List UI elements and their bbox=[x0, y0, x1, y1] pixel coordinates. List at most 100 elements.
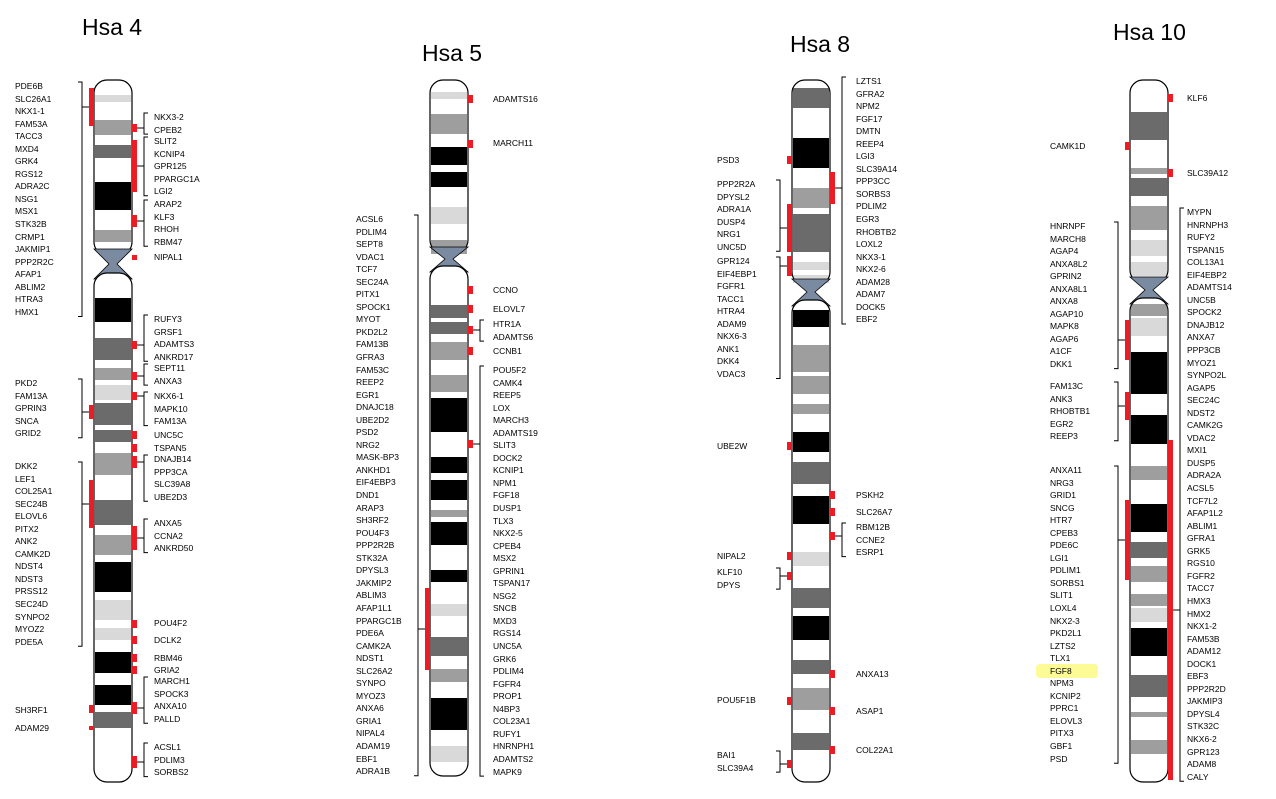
gene-label: PDLIM3 bbox=[154, 754, 185, 765]
gene-label: MXI1 bbox=[1187, 445, 1207, 456]
gene-label: LOXL2 bbox=[856, 239, 883, 250]
hsa10-band bbox=[1131, 415, 1167, 444]
gene-label: ADAMTS14 bbox=[1187, 282, 1232, 293]
hsa4-band bbox=[95, 145, 131, 158]
gene-label: RBM12B bbox=[856, 522, 891, 532]
hsa5-gene-group: ACSL6 PDLIM4 SEPT8 VDAC1 TCF7 SEC24A PITX1 SPOC… bbox=[356, 213, 402, 778]
hsa4-band bbox=[95, 298, 131, 322]
hsa10-bracket bbox=[1114, 221, 1119, 370]
gene-label: SEPT11 bbox=[154, 363, 186, 373]
hsa4-band bbox=[95, 430, 131, 442]
gene-label: ANKRD17 bbox=[154, 351, 194, 362]
hsa5-band bbox=[431, 669, 467, 682]
gene-label: JAKMIP2 bbox=[356, 577, 392, 588]
gene-label: MASK-BP3 bbox=[356, 452, 399, 463]
gene-label: PPP2R2D bbox=[1187, 683, 1226, 694]
gene-label: TACC7 bbox=[1187, 583, 1215, 594]
gene-label: RUFY1 bbox=[493, 728, 521, 739]
gene-label: ANXA8L1 bbox=[1050, 283, 1088, 294]
gene-label: STK32A bbox=[356, 552, 388, 563]
hsa4-locus-marker bbox=[132, 124, 137, 132]
hsa4-bracket bbox=[143, 112, 148, 135]
gene-label: NKX2-6 bbox=[856, 264, 886, 275]
hsa10-locus-marker bbox=[1168, 94, 1173, 102]
hsa8-bracket bbox=[841, 76, 846, 325]
hsa4-locus-marker bbox=[132, 140, 137, 192]
hsa4-bracket bbox=[143, 199, 148, 247]
gene-label: CCNB1 bbox=[493, 346, 522, 356]
gene-label: UNC5A bbox=[493, 641, 522, 652]
hsa4-bracket bbox=[78, 81, 83, 317]
gene-label: PDE5A bbox=[15, 636, 43, 647]
gene-label: MYOT bbox=[356, 314, 381, 325]
gene-label: PPP2R2B bbox=[356, 540, 395, 551]
gene-label: AFAP1 bbox=[15, 269, 42, 280]
hsa4-bracket bbox=[143, 363, 148, 386]
hsa4-band bbox=[95, 338, 131, 360]
hsa4-locus-marker bbox=[132, 372, 137, 380]
hsa5-band bbox=[431, 746, 467, 762]
hsa10-band bbox=[1131, 206, 1167, 230]
gene-label: GPRIN1 bbox=[493, 565, 525, 576]
hsa8-gene-group: ANXA13 bbox=[856, 668, 889, 681]
gene-label: FAM13C bbox=[1050, 381, 1084, 391]
gene-label: CCNE2 bbox=[856, 534, 885, 545]
hsa5-centromere bbox=[428, 246, 470, 273]
hsa4-band bbox=[95, 685, 131, 705]
hsa8-locus-marker bbox=[830, 532, 835, 540]
gene-label: EBF2 bbox=[856, 314, 878, 325]
gene-label: DKK4 bbox=[717, 356, 740, 367]
gene-label: DPYSL2 bbox=[717, 191, 750, 202]
gene-label: SPOCK1 bbox=[356, 301, 391, 312]
gene-label: ADAMTS16 bbox=[493, 94, 538, 104]
hsa5-bracket bbox=[414, 214, 419, 777]
hsa4-band bbox=[95, 368, 131, 380]
hsa10-locus-marker bbox=[1125, 500, 1130, 580]
gene-label: A1CF bbox=[1050, 346, 1072, 357]
hsa4-gene-group: ADAM29 bbox=[15, 722, 49, 735]
gene-label: EGR3 bbox=[856, 214, 880, 225]
hsa8-gene-group: KLF10 DPYS bbox=[717, 566, 742, 591]
gene-label: PALLD bbox=[154, 713, 181, 724]
gene-label: ANKRD50 bbox=[154, 543, 194, 554]
hsa10-gene-group: MYPN HNRNPH3 RUFY2 TSPAN15 COL13A1 EIF4EBP2 AD… bbox=[1187, 206, 1232, 783]
gene-label: ADAM29 bbox=[15, 723, 50, 733]
gene-label: PPP3CB bbox=[1187, 345, 1221, 356]
gene-label: RHOH bbox=[154, 224, 180, 235]
gene-label: NKX3-2 bbox=[154, 112, 184, 122]
hsa10-locus-marker bbox=[1168, 440, 1173, 780]
gene-label: CAMK2D bbox=[15, 548, 51, 559]
hsa4-gene-group: GRIA2 bbox=[154, 664, 180, 677]
gene-label: CPEB3 bbox=[1050, 527, 1078, 538]
gene-label: SLC26A1 bbox=[15, 93, 52, 104]
gene-label: ADRA2C bbox=[15, 181, 50, 192]
hsa4-locus-marker bbox=[132, 444, 137, 452]
gene-label: HTRA4 bbox=[717, 306, 745, 317]
gene-label: PPP2R2C bbox=[15, 256, 54, 267]
hsa10-bracket bbox=[1179, 207, 1184, 782]
gene-label: SLIT3 bbox=[493, 440, 516, 451]
gene-label: KLF6 bbox=[1187, 93, 1208, 103]
gene-label: REEP4 bbox=[856, 138, 884, 149]
gene-label: PITX3 bbox=[1050, 728, 1074, 739]
gene-label: TCF7L2 bbox=[1187, 495, 1218, 506]
gene-label: FAM53B bbox=[1187, 633, 1220, 644]
gene-label: TSPAN15 bbox=[1187, 244, 1225, 255]
hsa10-gene-group: FAM13C ANK3 RHOBTB1 EGR2 REEP3 bbox=[1050, 380, 1090, 443]
gene-label: COL23A1 bbox=[493, 716, 531, 727]
gene-label: PSD bbox=[1050, 753, 1068, 764]
gene-label: GFRA2 bbox=[856, 88, 885, 99]
gene-label: KCNIP4 bbox=[154, 148, 185, 159]
hsa10-gene-group: SLC39A12 bbox=[1187, 167, 1228, 180]
gene-label: PDLIM1 bbox=[1050, 565, 1081, 576]
gene-label: SEC24A bbox=[356, 276, 389, 287]
gene-label: KCNIP2 bbox=[1050, 690, 1081, 701]
hsa5-gene-group: MARCH11 bbox=[493, 137, 533, 150]
gene-label: CAMK2G bbox=[1187, 420, 1223, 431]
hsa4-bracket bbox=[143, 742, 148, 778]
gene-label: DNAJB12 bbox=[1187, 319, 1225, 330]
gene-label: JAKMIP3 bbox=[1187, 696, 1223, 707]
gene-label: CAMK2A bbox=[356, 640, 391, 651]
highlight-marker bbox=[1036, 663, 1098, 679]
hsa10-band bbox=[1131, 304, 1167, 316]
